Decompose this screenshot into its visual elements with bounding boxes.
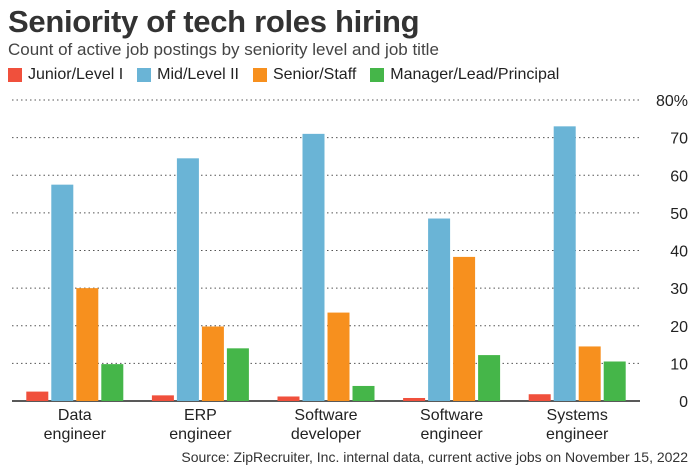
legend-item: Manager/Lead/Principal [370, 66, 559, 84]
chart-legend: Junior/Level I Mid/Level II Senior/Staff Ma… [8, 66, 573, 84]
bar [453, 256, 476, 401]
bar [302, 133, 325, 402]
chart-title: Seniority of tech roles hiring [8, 4, 420, 39]
source-note: Source: ZipRecruiter, Inc. internal data… [181, 449, 688, 465]
legend-label: Mid/Level II [157, 66, 239, 83]
bar [403, 397, 426, 401]
bar [51, 184, 74, 401]
y-tick-label: 70 [670, 131, 688, 148]
bar [226, 348, 249, 401]
bar [277, 396, 300, 401]
y-tick-label: 40 [670, 244, 688, 261]
legend-item: Junior/Level I [8, 66, 123, 84]
chart-subtitle: Count of active job postings by seniorit… [8, 40, 439, 59]
y-tick-label: 60 [670, 168, 688, 185]
bar [578, 346, 601, 401]
bar [176, 158, 199, 401]
bar [478, 355, 501, 401]
y-tick-label: 50 [670, 206, 688, 223]
legend-swatch [370, 68, 385, 82]
legend-label: Junior/Level I [28, 66, 124, 83]
bar [101, 364, 124, 401]
x-category-label: Software [420, 407, 483, 424]
x-category-label: engineer [546, 426, 609, 443]
y-tick-label: 20 [670, 319, 688, 336]
bar [352, 385, 375, 401]
legend-swatch [137, 68, 152, 82]
x-category-label: Software [294, 407, 357, 424]
x-category-label: engineer [169, 426, 232, 443]
x-category-label: ERP [184, 407, 217, 424]
y-tick-label: 30 [670, 281, 688, 298]
legend-label: Manager/Lead/Principal [390, 66, 560, 83]
x-category-label: engineer [420, 426, 483, 443]
legend-swatch [8, 68, 22, 82]
y-tick-label: 10 [670, 356, 688, 373]
bar [528, 394, 551, 401]
y-tick-label: 0 [679, 394, 688, 411]
bar [151, 395, 174, 401]
legend-item: Mid/Level II [137, 66, 239, 84]
bar [553, 126, 576, 402]
x-category-label: Systems [547, 407, 608, 424]
x-category-label: engineer [44, 426, 107, 443]
bar [327, 312, 350, 401]
bar [76, 288, 99, 401]
y-tick-label: 80% [656, 93, 688, 110]
legend-label: Senior/Staff [272, 66, 357, 83]
bar [428, 218, 451, 401]
x-category-label: Data [58, 407, 92, 424]
bar [603, 361, 626, 401]
legend-swatch [252, 68, 267, 82]
legend-item: Senior/Staff [252, 66, 357, 84]
bar [201, 326, 224, 401]
bar [26, 391, 49, 401]
x-category-label: developer [291, 426, 362, 443]
